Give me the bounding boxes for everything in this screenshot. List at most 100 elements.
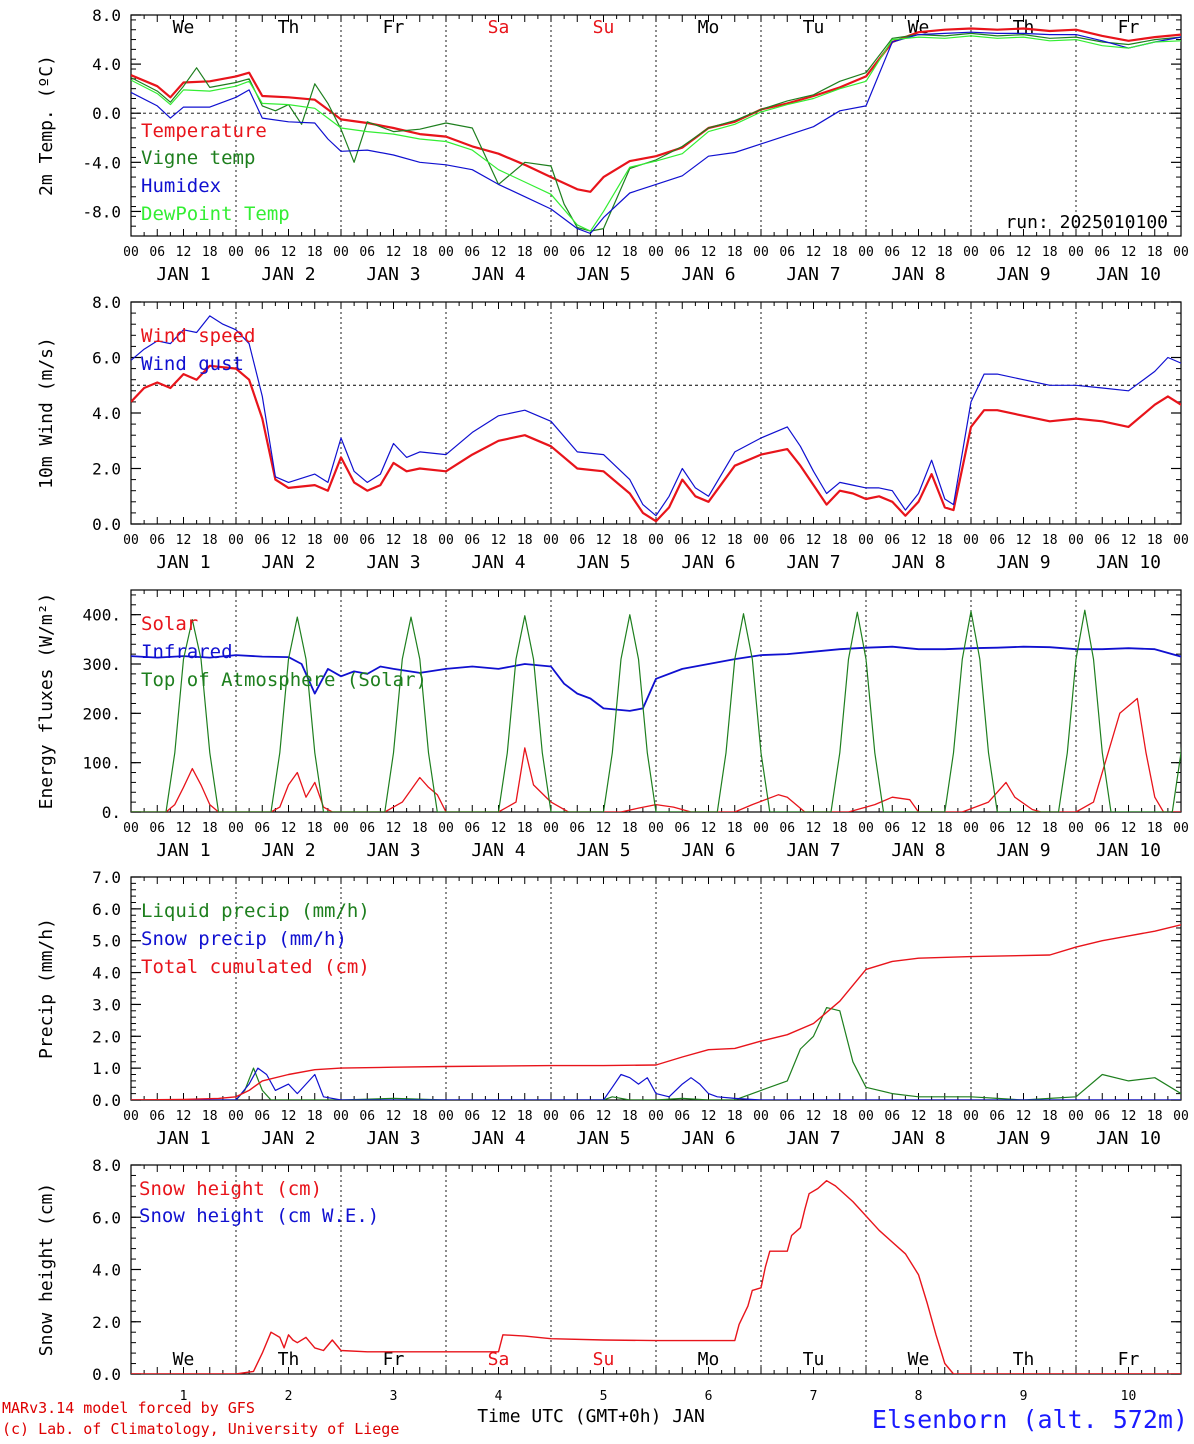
series-line-snow-height-cm xyxy=(131,1180,1181,1374)
hour-tick-label: 00 xyxy=(1068,533,1084,548)
day-name-label: Th xyxy=(1013,1349,1035,1370)
hour-tick-label: 00 xyxy=(1068,821,1084,836)
y-axis-label: 2m Temp. (ºC) xyxy=(36,55,57,196)
hour-tick-label: 18 xyxy=(727,245,743,260)
series-line-liquid-precip-mm-h xyxy=(131,1007,1181,1100)
date-label: JAN 7 xyxy=(786,1128,840,1149)
day-number-label: 2 xyxy=(285,1389,293,1404)
day-name-label: Fr xyxy=(1118,17,1140,38)
day-name-label: Sa xyxy=(488,17,510,38)
hour-tick-label: 12 xyxy=(1016,1109,1032,1124)
day-number-label: 3 xyxy=(390,1389,398,1404)
hour-tick-label: 06 xyxy=(1094,821,1110,836)
hour-tick-label: 00 xyxy=(333,1109,349,1124)
hour-tick-label: 06 xyxy=(464,821,480,836)
hour-tick-label: 12 xyxy=(701,245,717,260)
hour-tick-label: 12 xyxy=(1016,821,1032,836)
y-axis-label: Snow height (cm) xyxy=(36,1183,57,1356)
hour-tick-label: 12 xyxy=(176,533,192,548)
day-number-label: 1 xyxy=(180,1389,188,1404)
series-line-top-of-atmosphere-solar xyxy=(131,609,1181,812)
hour-tick-label: 06 xyxy=(779,1109,795,1124)
hour-tick-label: 00 xyxy=(543,533,559,548)
y-tick-label: 4.0 xyxy=(92,964,121,983)
x-axis-label: Time UTC (GMT+0h) JAN xyxy=(477,1406,705,1427)
y-axis-label: 10m Wind (m/s) xyxy=(36,337,57,489)
series-line-infrared xyxy=(131,645,1181,712)
hour-tick-label: 12 xyxy=(911,245,927,260)
day-name-label: Th xyxy=(278,17,300,38)
legend-entry: Liquid precip (mm/h) xyxy=(141,900,370,922)
panel-1: 8.0 4.0 0.0 -4.0 -8.0 2m Temp. (ºC) 00 06 12 18 JA… xyxy=(36,6,1189,285)
hour-tick-label: 12 xyxy=(701,821,717,836)
date-label: JAN 3 xyxy=(366,552,420,573)
hour-tick-label: 06 xyxy=(989,1109,1005,1124)
hour-tick-label: 18 xyxy=(307,533,323,548)
day-name-label: Mo xyxy=(698,1349,720,1370)
hour-tick-label: 00 xyxy=(228,821,244,836)
hour-tick-label: 12 xyxy=(596,1109,612,1124)
hour-tick-label: 12 xyxy=(1121,821,1137,836)
hour-tick-label: 12 xyxy=(176,1109,192,1124)
legend-entry: Snow height (cm W.E.) xyxy=(139,1205,379,1227)
hour-tick-label: 00 xyxy=(648,245,664,260)
hour-tick-label: 18 xyxy=(832,1109,848,1124)
day-name-label: Sa xyxy=(488,1349,510,1370)
day-name-label: We xyxy=(173,1349,195,1370)
date-label: JAN 5 xyxy=(576,1128,630,1149)
hour-tick-label: 00 xyxy=(123,245,139,260)
day-name-label: Th xyxy=(278,1349,300,1370)
hour-tick-label: 18 xyxy=(937,245,953,260)
hour-tick-label: 18 xyxy=(727,533,743,548)
date-label: JAN 8 xyxy=(891,552,945,573)
hour-tick-label: 00 xyxy=(753,821,769,836)
hour-tick-label: 12 xyxy=(806,821,822,836)
date-label: JAN 4 xyxy=(471,840,525,861)
y-tick-label: 3.0 xyxy=(92,995,121,1014)
hour-tick-label: 18 xyxy=(1147,1109,1163,1124)
hour-tick-label: 06 xyxy=(254,821,270,836)
hour-tick-label: 06 xyxy=(149,821,165,836)
date-label: JAN 1 xyxy=(156,1128,210,1149)
hour-tick-label: 18 xyxy=(412,245,428,260)
hour-tick-label: 12 xyxy=(491,821,507,836)
hour-tick-label: 12 xyxy=(701,533,717,548)
hour-tick-label: 00 xyxy=(438,1109,454,1124)
y-tick-label: 100. xyxy=(82,754,121,773)
series-line-solar xyxy=(131,697,1181,812)
date-label: JAN 10 xyxy=(1096,552,1161,573)
hour-tick-label: 00 xyxy=(438,821,454,836)
y-tick-label: 0.0 xyxy=(92,104,121,123)
date-label: JAN 6 xyxy=(681,552,735,573)
hour-tick-label: 12 xyxy=(911,533,927,548)
date-label: JAN 10 xyxy=(1096,840,1161,861)
day-name-label: Fr xyxy=(383,1349,405,1370)
y-tick-label: 4.0 xyxy=(92,404,121,423)
hour-tick-label: 06 xyxy=(569,533,585,548)
date-label: JAN 7 xyxy=(786,552,840,573)
date-label: JAN 5 xyxy=(576,840,630,861)
day-number-label: 6 xyxy=(705,1389,713,1404)
hour-tick-label: 00 xyxy=(333,821,349,836)
hour-tick-label: 06 xyxy=(149,533,165,548)
hour-tick-label: 18 xyxy=(1042,821,1058,836)
hour-tick-label: 18 xyxy=(1042,1109,1058,1124)
date-label: JAN 1 xyxy=(156,264,210,285)
hour-tick-label: 12 xyxy=(176,245,192,260)
panel-4: 7.0 6.0 5.0 4.0 3.0 2.0 1.0 0.0 Precip (mm/h) 00 0… xyxy=(36,868,1189,1149)
y-tick-label: 5.0 xyxy=(92,932,121,951)
hour-tick-label: 00 xyxy=(333,533,349,548)
hour-tick-label: 12 xyxy=(1016,245,1032,260)
panel-5: 8.0 6.0 4.0 2.0 0.0 Snow height (cm) We 1 Th 2 Fr 3… xyxy=(36,1156,1182,1404)
hour-tick-label: 06 xyxy=(674,533,690,548)
date-label: JAN 5 xyxy=(576,552,630,573)
hour-tick-label: 12 xyxy=(1121,533,1137,548)
hour-tick-label: 00 xyxy=(648,1109,664,1124)
date-label: JAN 7 xyxy=(786,840,840,861)
legend-entry: Solar xyxy=(141,613,198,635)
y-tick-label: 8.0 xyxy=(92,6,121,25)
hour-tick-label: 06 xyxy=(779,533,795,548)
date-label: JAN 9 xyxy=(996,840,1050,861)
